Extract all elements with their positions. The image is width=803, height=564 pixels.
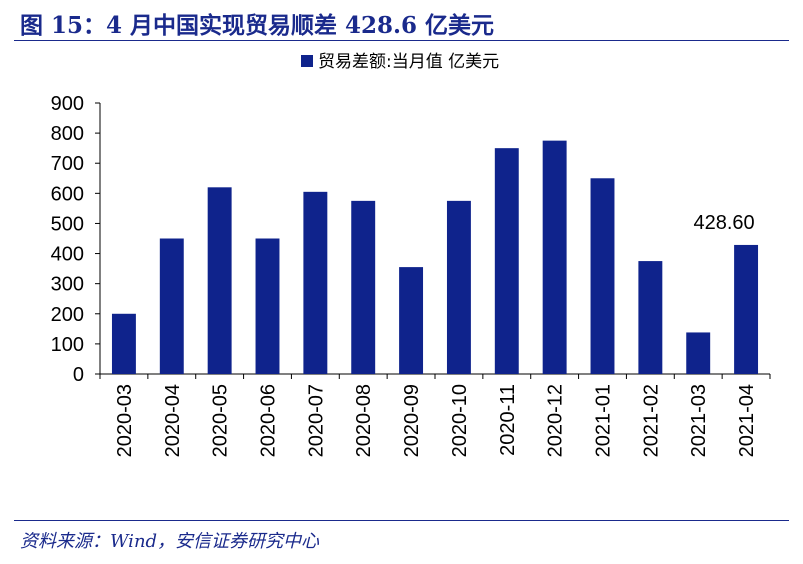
bar-2020-04 (159, 238, 184, 374)
bar-2020-10 (446, 200, 471, 374)
bar-2021-03 (686, 332, 711, 374)
x-tick-label: 2020-11 (497, 384, 519, 456)
y-axis: 0 100 200 300 400 500 600 700 800 900 (51, 93, 101, 386)
bar-2020-08 (351, 200, 376, 374)
figure-title: 图 15：4 月中国实现贸易顺差 428.6 亿美元 (20, 12, 495, 39)
x-tick-label: 2020-05 (210, 384, 232, 457)
legend-label: 贸易差额:当月值 亿美元 (318, 52, 499, 72)
x-tick-label: 2020-09 (401, 384, 423, 457)
title-divider (14, 40, 789, 41)
x-tick-label: 2021-03 (688, 384, 710, 457)
bar-2020-06 (255, 238, 280, 374)
y-tick-label: 500 (51, 213, 84, 235)
y-tick-label: 800 (51, 123, 84, 145)
x-tick-label: 2021-02 (640, 384, 662, 457)
bar-chart: 贸易差额:当月值 亿美元 0 100 200 300 400 500 600 700 800 90… (51, 52, 771, 457)
x-tick-label: 2020-04 (162, 384, 184, 457)
legend-swatch (301, 55, 313, 67)
x-tick-label: 2020-10 (449, 384, 471, 457)
x-tick-label: 2021-04 (736, 384, 758, 457)
bar-2020-09 (399, 267, 424, 374)
y-tick-label: 700 (51, 153, 84, 175)
y-tick-label: 0 (73, 364, 84, 386)
x-tick-label: 2020-07 (305, 384, 327, 457)
x-tick-label: 2020-08 (353, 384, 375, 457)
y-tick-label: 600 (51, 183, 84, 205)
bar-2020-11 (494, 148, 519, 374)
bar-2021-04 (734, 244, 759, 374)
bars (111, 140, 759, 374)
source-note: 资料来源：Wind，安信证券研究中心 (20, 531, 320, 552)
y-tick-label: 900 (51, 93, 84, 115)
x-tick-label: 2020-06 (258, 384, 280, 457)
bar-2020-12 (542, 140, 567, 374)
bar-2021-02 (638, 261, 663, 374)
bar-2020-05 (207, 187, 232, 374)
bar-2020-03 (111, 313, 136, 374)
legend: 贸易差额:当月值 亿美元 (301, 52, 499, 72)
x-tick-label: 2020-12 (545, 384, 567, 457)
value-annotation: 428.60 (693, 212, 754, 234)
y-tick-label: 300 (51, 274, 84, 296)
y-tick-label: 100 (51, 334, 84, 356)
y-tick-label: 400 (51, 244, 84, 266)
footer-divider (14, 520, 789, 521)
x-axis: 2020-03 2020-04 2020-05 2020-06 2020-07 2020-… (99, 373, 771, 457)
bar-2020-07 (303, 191, 328, 374)
annotations: 428.60 (693, 212, 754, 234)
x-tick-label: 2021-01 (593, 384, 615, 457)
y-tick-label: 200 (51, 304, 84, 326)
x-tick-label: 2020-03 (114, 384, 136, 457)
bar-2021-01 (590, 178, 615, 374)
